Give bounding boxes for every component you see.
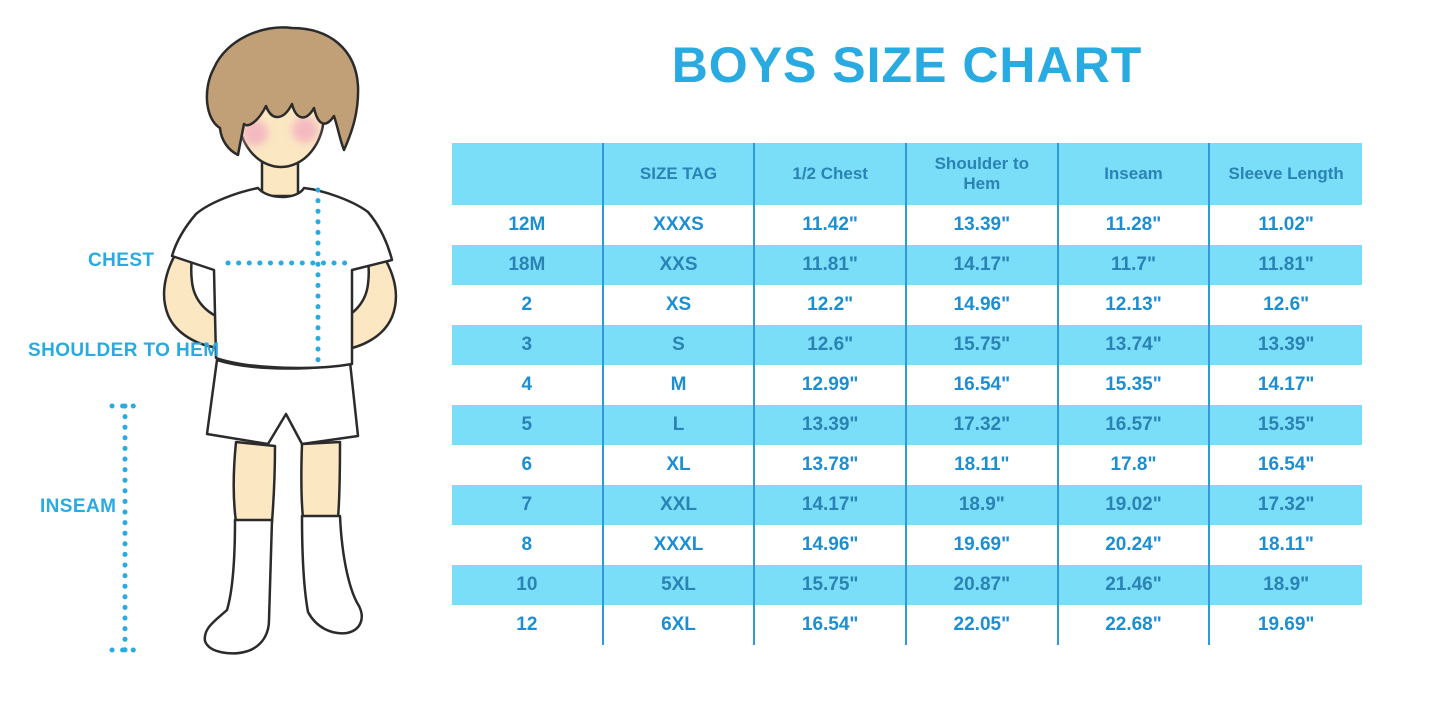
- table-cell: 11.28": [1058, 205, 1211, 245]
- table-cell: 11.02": [1210, 205, 1362, 245]
- table-cell: 15.75": [907, 325, 1059, 365]
- table-cell: 12.6": [1210, 285, 1362, 325]
- table-cell: 22.68": [1058, 605, 1211, 645]
- row-size-label: 7: [452, 485, 604, 525]
- hair: [205, 26, 360, 157]
- table-cell: 6XL: [603, 605, 756, 645]
- boy-measurement-figure: CHEST SHOULDER TO HEM INSEAM: [0, 0, 452, 723]
- table-cell: 13.39": [907, 205, 1059, 245]
- table-cell: 12.13": [1058, 285, 1211, 325]
- table-cell: 15.35": [1058, 365, 1211, 405]
- table-cell: 14.96": [755, 525, 907, 565]
- legs: [232, 440, 342, 524]
- row-size-label: 3: [452, 325, 604, 365]
- cheeks: [242, 117, 318, 146]
- table-cell: 17.8": [1058, 445, 1211, 485]
- socks-and-feet: [203, 514, 363, 655]
- table-cell: 19.02": [1058, 485, 1211, 525]
- row-size-label: 8: [452, 525, 604, 565]
- table-cell: 22.05": [907, 605, 1059, 645]
- table-cell: 20.87": [907, 565, 1059, 605]
- header-blank-cell: [452, 143, 604, 205]
- table-cell: 14.17": [907, 245, 1059, 285]
- row-size-label: 10: [452, 565, 604, 605]
- table-cell: XS: [603, 285, 756, 325]
- shorts: [205, 358, 360, 446]
- table-cell: 11.42": [755, 205, 907, 245]
- table-cell: XXL: [603, 485, 756, 525]
- table-cell: 18.11": [907, 445, 1059, 485]
- table-cell: 20.24": [1058, 525, 1211, 565]
- table-cell: 5XL: [603, 565, 756, 605]
- table-cell: XXXS: [603, 205, 756, 245]
- table-cell: XXXL: [603, 525, 756, 565]
- table-cell: 18.11": [1210, 525, 1362, 565]
- table-cell: 19.69": [907, 525, 1059, 565]
- row-size-label: 6: [452, 445, 604, 485]
- row-size-label: 5: [452, 405, 604, 445]
- t-shirt: [170, 186, 394, 370]
- shoulder-to-hem-label: SHOULDER TO HEM: [28, 340, 220, 361]
- boy-illustration: [109, 26, 398, 655]
- table-cell: XXS: [603, 245, 756, 285]
- column-header: Sleeve Length: [1210, 143, 1362, 205]
- table-cell: 12.2": [755, 285, 907, 325]
- table-cell: 16.54": [1210, 445, 1362, 485]
- row-size-label: 4: [452, 365, 604, 405]
- inseam-label: INSEAM: [40, 496, 117, 517]
- size-chart-table: SIZE TAG 1/2 Chest Shoulder to Hem Inseam Sl…: [452, 143, 1362, 645]
- table-cell: 18.9": [1210, 565, 1362, 605]
- table-cell: 17.32": [907, 405, 1059, 445]
- table-cell: 15.75": [755, 565, 907, 605]
- row-size-label: 12: [452, 605, 604, 645]
- chest-label: CHEST: [88, 250, 155, 271]
- table-cell: L: [603, 405, 756, 445]
- table-cell: S: [603, 325, 756, 365]
- table-cell: M: [603, 365, 756, 405]
- page-title: BOYS SIZE CHART: [671, 37, 1143, 93]
- table-cell: 14.17": [755, 485, 907, 525]
- table-cell: XL: [603, 445, 756, 485]
- table-cell: 13.74": [1058, 325, 1211, 365]
- row-size-label: 2: [452, 285, 604, 325]
- table-cell: 13.39": [755, 405, 907, 445]
- table-cell: 13.78": [755, 445, 907, 485]
- row-size-label: 12M: [452, 205, 604, 245]
- table-cell: 16.54": [907, 365, 1059, 405]
- column-header: 1/2 Chest: [755, 143, 907, 205]
- table-cell: 14.17": [1210, 365, 1362, 405]
- table-cell: 12.99": [755, 365, 907, 405]
- measurement-dotted-lines: [109, 187, 348, 653]
- table-cell: 17.32": [1210, 485, 1362, 525]
- row-size-label: 18M: [452, 245, 604, 285]
- column-header: SIZE TAG: [603, 143, 756, 205]
- table-cell: 15.35": [1210, 405, 1362, 445]
- table-cell: 12.6": [755, 325, 907, 365]
- table-cell: 11.7": [1058, 245, 1211, 285]
- column-header: Shoulder to Hem: [907, 143, 1059, 205]
- table-cell: 13.39": [1210, 325, 1362, 365]
- table-cell: 11.81": [1210, 245, 1362, 285]
- table-cell: 16.54": [755, 605, 907, 645]
- column-header: Inseam: [1058, 143, 1211, 205]
- table-cell: 18.9": [907, 485, 1059, 525]
- table-cell: 19.69": [1210, 605, 1362, 645]
- table-cell: 21.46": [1058, 565, 1211, 605]
- table-cell: 14.96": [907, 285, 1059, 325]
- table-cell: 11.81": [755, 245, 907, 285]
- table-cell: 16.57": [1058, 405, 1211, 445]
